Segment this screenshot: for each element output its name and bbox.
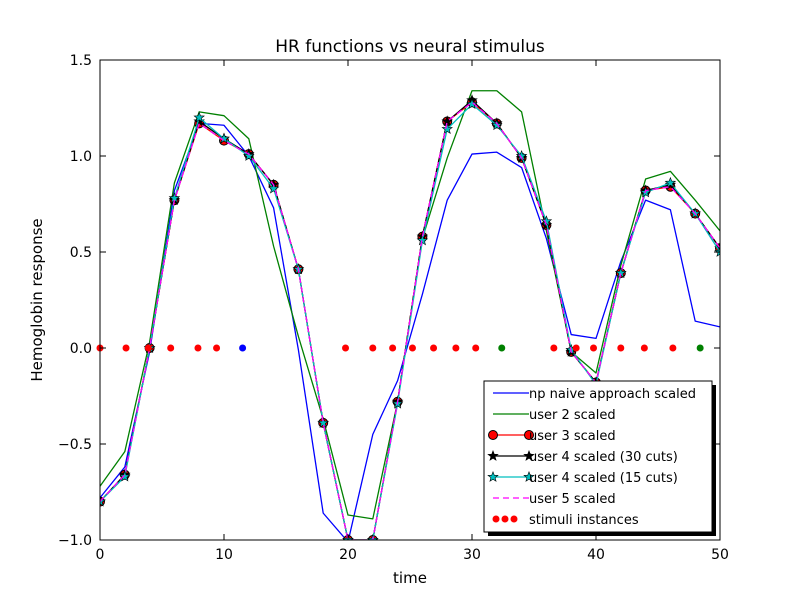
plot-frame — [99, 59, 721, 541]
series-5-point — [267, 182, 280, 194]
y-tick-label: 1.0 — [70, 149, 92, 165]
series-6-line — [100, 101, 720, 540]
y-tick-label: 0.0 — [70, 341, 92, 357]
stimulus-point — [430, 344, 438, 352]
stimuli-layer — [96, 344, 704, 352]
legend-marker — [523, 470, 535, 482]
legend-marker — [487, 449, 499, 461]
series-5-point — [466, 98, 478, 110]
stimulus-point — [122, 344, 130, 352]
stimulus-point — [640, 344, 648, 352]
legend-label: user 4 scaled (30 cuts) — [529, 450, 678, 465]
legend-label: user 4 scaled (15 cuts) — [529, 471, 678, 486]
legend-marker — [524, 430, 534, 440]
stimulus-point — [408, 344, 416, 352]
stimulus-point — [194, 344, 202, 352]
series-5-point — [416, 234, 429, 246]
stimulus-point — [550, 344, 558, 352]
series-5-point — [664, 176, 677, 188]
series-5-point — [441, 123, 453, 135]
legend-entry-4: user 4 scaled (30 cuts) — [487, 449, 678, 465]
y-tick-label: 1.5 — [70, 53, 92, 69]
y-tick-label: −1.0 — [58, 533, 92, 549]
series-5-point — [243, 149, 255, 161]
stimulus-point — [167, 344, 175, 352]
stimulus-point — [144, 344, 152, 352]
series-4-point — [193, 115, 205, 127]
series-5-point — [100, 495, 106, 507]
legend-entry-2: user 2 scaled — [493, 408, 616, 423]
series-5-point — [119, 470, 131, 482]
legend-marker — [488, 430, 498, 440]
legend: np naive approach scaled user 2 scaled use… — [483, 380, 716, 536]
stimulus-point — [572, 344, 580, 352]
x-tick-label: 20 — [339, 547, 357, 563]
x-axis-label: time — [393, 569, 427, 587]
x-tick-label: 50 — [711, 547, 729, 563]
legend-entry-6: user 5 scaled — [493, 492, 616, 507]
legend-label: user 3 scaled — [529, 429, 616, 444]
series-5-point — [218, 132, 230, 144]
series-5-point — [193, 111, 205, 123]
stimulus-point — [696, 344, 704, 352]
legend-label: stimuli instances — [529, 513, 639, 528]
series-6 — [100, 101, 720, 540]
x-tick-label: 40 — [587, 547, 605, 563]
stimulus-point — [472, 344, 480, 352]
legend-marker — [523, 449, 535, 461]
stimulus-point — [342, 344, 350, 352]
legend-marker — [501, 515, 509, 523]
stimulus-point — [452, 344, 460, 352]
stimulus-point — [389, 344, 397, 352]
stimulus-point — [239, 344, 247, 352]
ticks-layer: 0 10 20 30 40 50 −1.0 −0.5 0.0 0.5 1.0 1.5 — [58, 53, 729, 563]
legend-label: user 2 scaled — [529, 408, 616, 423]
legend-marker — [492, 515, 500, 523]
series-layer — [100, 90, 720, 540]
legend-marker — [510, 515, 518, 523]
legend-entry-3: user 3 scaled — [488, 429, 616, 444]
y-tick-label: 0.5 — [70, 245, 92, 261]
legend-entry-1: np naive approach scaled — [493, 387, 696, 402]
x-tick-label: 30 — [463, 547, 481, 563]
x-tick-label: 0 — [96, 547, 105, 563]
y-axis-label: Hemoglobin response — [28, 218, 46, 381]
stimulus-point — [369, 344, 377, 352]
legend-marker — [487, 470, 499, 482]
stimulus-point — [498, 344, 506, 352]
legend-entry-stimuli: stimuli instances — [492, 513, 639, 528]
stimulus-point — [213, 344, 221, 352]
y-tick-label: −0.5 — [58, 437, 92, 453]
legend-entry-5: user 4 scaled (15 cuts) — [487, 470, 678, 486]
legend-label: user 5 scaled — [529, 492, 616, 507]
stimulus-point — [590, 344, 598, 352]
legend-label: np naive approach scaled — [529, 387, 696, 402]
series-5-point — [491, 119, 503, 131]
x-tick-label: 10 — [215, 547, 233, 563]
stimulus-point — [617, 344, 625, 352]
chart-title: HR functions vs neural stimulus — [275, 37, 545, 57]
stimulus-point — [669, 344, 677, 352]
